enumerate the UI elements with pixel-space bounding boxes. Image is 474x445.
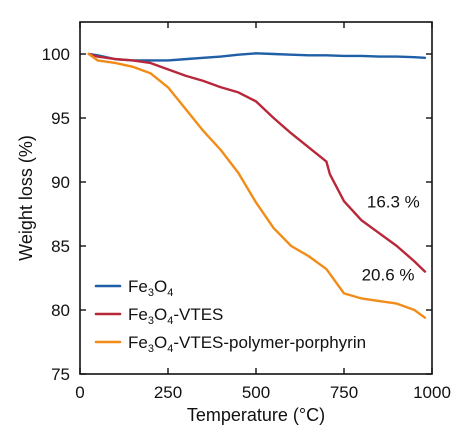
legend-subscript: 3 (148, 315, 154, 327)
y-axis-title: Weight loss (%) (16, 135, 36, 261)
y-tick-label: 75 (51, 365, 70, 384)
legend-text-part: -VTES (173, 305, 223, 324)
legend-subscript: 4 (167, 343, 173, 355)
x-tick-label: 500 (242, 383, 270, 402)
legend-text-part: Fe (128, 333, 148, 352)
y-tick-label: 100 (42, 45, 70, 64)
annotation-label: 20.6 % (362, 266, 415, 285)
legend-label-2: Fe3O4-VTES-polymer-porphyrin (128, 333, 366, 355)
legend-text-part: Fe (128, 277, 148, 296)
y-tick-label: 80 (51, 301, 70, 320)
x-tick-label: 0 (75, 383, 84, 402)
y-tick-label: 90 (51, 173, 70, 192)
y-axis-ticks: 75 80 85 90 95 100 (42, 45, 432, 384)
legend-text-part: Fe (128, 305, 148, 324)
percentage-annotations: 16.3 % 20.6 % (362, 193, 420, 285)
x-axis-title: Temperature (°C) (187, 405, 325, 425)
legend: Fe3O4Fe3O4-VTESFe3O4-VTES-polymer-porphy… (94, 277, 366, 355)
legend-label-0: Fe3O4 (128, 277, 173, 299)
series-line-2 (87, 52, 427, 319)
y-tick-label: 95 (51, 109, 70, 128)
legend-subscript: 4 (167, 287, 173, 299)
legend-subscript: 3 (148, 287, 154, 299)
legend-text-part: -VTES-polymer-porphyrin (173, 333, 366, 352)
x-tick-label: 750 (330, 383, 358, 402)
legend-subscript: 3 (148, 343, 154, 355)
series-line-1 (87, 52, 427, 273)
annotation-label: 16.3 % (367, 193, 420, 212)
legend-text-part: O (154, 333, 167, 352)
x-tick-label: 250 (154, 383, 182, 402)
legend-subscript: 4 (167, 315, 173, 327)
y-tick-label: 85 (51, 237, 70, 256)
x-axis-ticks: 0 250 500 750 1000 (75, 22, 451, 402)
plot-area (80, 22, 432, 374)
x-tick-label: 1000 (413, 383, 451, 402)
legend-label-1: Fe3O4-VTES (128, 305, 223, 327)
legend-text-part: O (154, 305, 167, 324)
series-lines (87, 52, 427, 319)
legend-text-part: O (154, 277, 167, 296)
